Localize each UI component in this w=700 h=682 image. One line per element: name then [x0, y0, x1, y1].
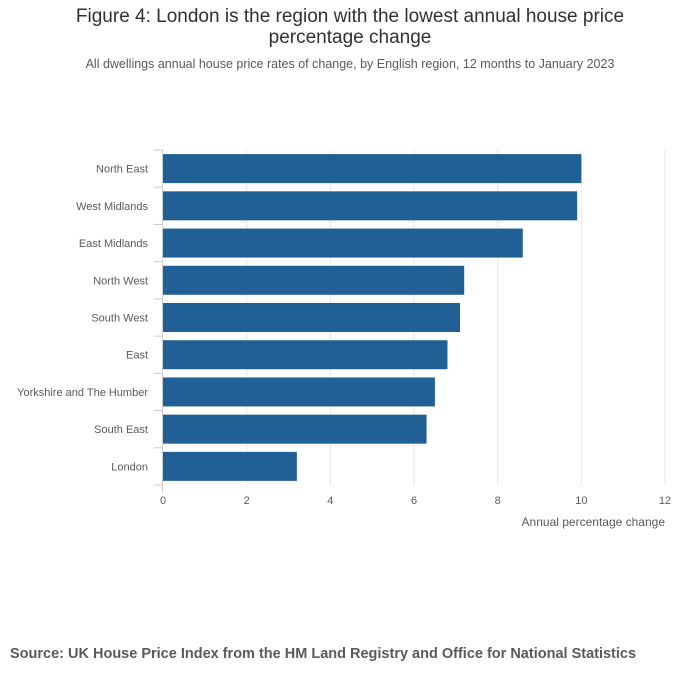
category-label: East [126, 350, 148, 362]
category-label: Yorkshire and The Humber [17, 387, 148, 399]
bar[interactable] [163, 414, 427, 444]
bars [163, 154, 582, 481]
bar[interactable] [163, 191, 578, 221]
x-tick-label: 4 [327, 495, 333, 507]
category-labels: North East West Midlands East Midlands Nort… [17, 164, 148, 474]
x-tick-label: 12 [659, 495, 671, 507]
axes [154, 149, 163, 492]
category-label: West Midlands [76, 201, 148, 213]
bar[interactable] [163, 340, 448, 370]
bar[interactable] [163, 377, 435, 407]
bar[interactable] [163, 451, 297, 481]
category-label: North East [96, 164, 148, 176]
x-tick-label: 6 [411, 495, 417, 507]
category-label: London [111, 461, 148, 473]
x-tick-label: 0 [160, 495, 166, 507]
bar[interactable] [163, 265, 465, 295]
bar[interactable] [163, 303, 461, 332]
x-tick-labels: 0 2 4 6 8 10 12 [160, 495, 671, 507]
bar[interactable] [163, 228, 523, 258]
chart-title: Figure 4: London is the region with the … [75, 6, 625, 48]
bar[interactable] [163, 154, 582, 184]
x-tick-label: 10 [575, 495, 587, 507]
x-axis-title: Annual percentage change [522, 515, 666, 529]
source-note: Source: UK House Price Index from the HM… [10, 646, 637, 662]
x-tick-label: 2 [244, 495, 250, 507]
category-label: North West [93, 275, 148, 287]
category-label: South West [91, 313, 148, 325]
category-label: South East [94, 424, 148, 436]
category-label: East Midlands [79, 238, 149, 250]
chart-subtitle: All dwellings annual house price rates o… [85, 57, 615, 71]
x-tick-label: 8 [495, 495, 501, 507]
